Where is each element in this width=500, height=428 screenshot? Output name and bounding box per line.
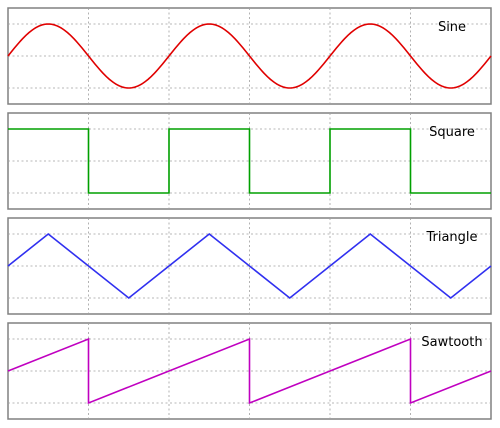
- sawtooth-panel: Sawtooth: [7, 322, 492, 420]
- triangle-panel-label: Triangle: [425, 230, 477, 245]
- sine-panel: Sine: [7, 7, 492, 105]
- square-wave-line: [8, 128, 491, 194]
- triangle-panel: Triangle: [7, 217, 492, 315]
- square-panel-label: Square: [429, 125, 475, 140]
- sawtooth-panel-label: Sawtooth: [421, 335, 482, 350]
- sawtooth-wave-line: [7, 337, 492, 405]
- sine-wave-line: [7, 23, 492, 89]
- triangle-wave-line: [7, 232, 492, 300]
- sine-panel-label: Sine: [438, 20, 466, 35]
- square-panel: Square: [7, 112, 492, 210]
